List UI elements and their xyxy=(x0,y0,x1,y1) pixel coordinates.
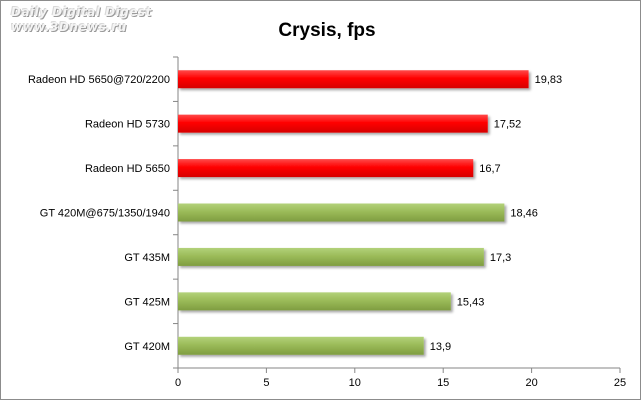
bar xyxy=(178,159,474,178)
bar xyxy=(178,292,451,311)
chart-title: Crysis, fps xyxy=(278,20,375,41)
bar xyxy=(178,114,488,133)
category-label: GT 435M xyxy=(124,252,170,264)
data-label: 15,43 xyxy=(457,296,485,308)
watermark: Daily Digital Digest www.3Dnews.ru xyxy=(11,5,152,35)
bar xyxy=(178,203,505,222)
x-tick-label: 25 xyxy=(614,377,626,389)
x-tick-label: 0 xyxy=(175,377,181,389)
data-label: 18,46 xyxy=(510,208,538,220)
category-label: Radeon HD 5730 xyxy=(85,119,170,131)
watermark-line-2: www.3Dnews.ru xyxy=(11,20,127,34)
bar xyxy=(178,70,529,89)
x-tick-label: 5 xyxy=(263,377,269,389)
category-label: GT 420M@675/1350/1940 xyxy=(40,208,170,220)
data-label: 17,3 xyxy=(490,252,511,264)
x-tick-label: 20 xyxy=(525,377,537,389)
data-label: 16,7 xyxy=(479,163,500,175)
category-label: GT 425M xyxy=(124,296,170,308)
data-label: 19,83 xyxy=(535,74,563,86)
data-label: 17,52 xyxy=(494,119,522,131)
plot-area: 0 5 10 15 20 25 Radeon HD 5650@720/2200 19,83 Ra… xyxy=(28,56,626,389)
watermark-line-1: Daily Digital Digest xyxy=(11,5,152,19)
data-label: 13,9 xyxy=(430,341,451,353)
x-tick-label: 15 xyxy=(437,377,449,389)
x-tick-label: 10 xyxy=(349,377,361,389)
bar xyxy=(178,336,424,355)
category-label: Radeon HD 5650 xyxy=(85,163,170,175)
bar xyxy=(178,247,484,266)
category-label: GT 420M xyxy=(124,341,170,353)
category-label: Radeon HD 5650@720/2200 xyxy=(28,74,170,86)
